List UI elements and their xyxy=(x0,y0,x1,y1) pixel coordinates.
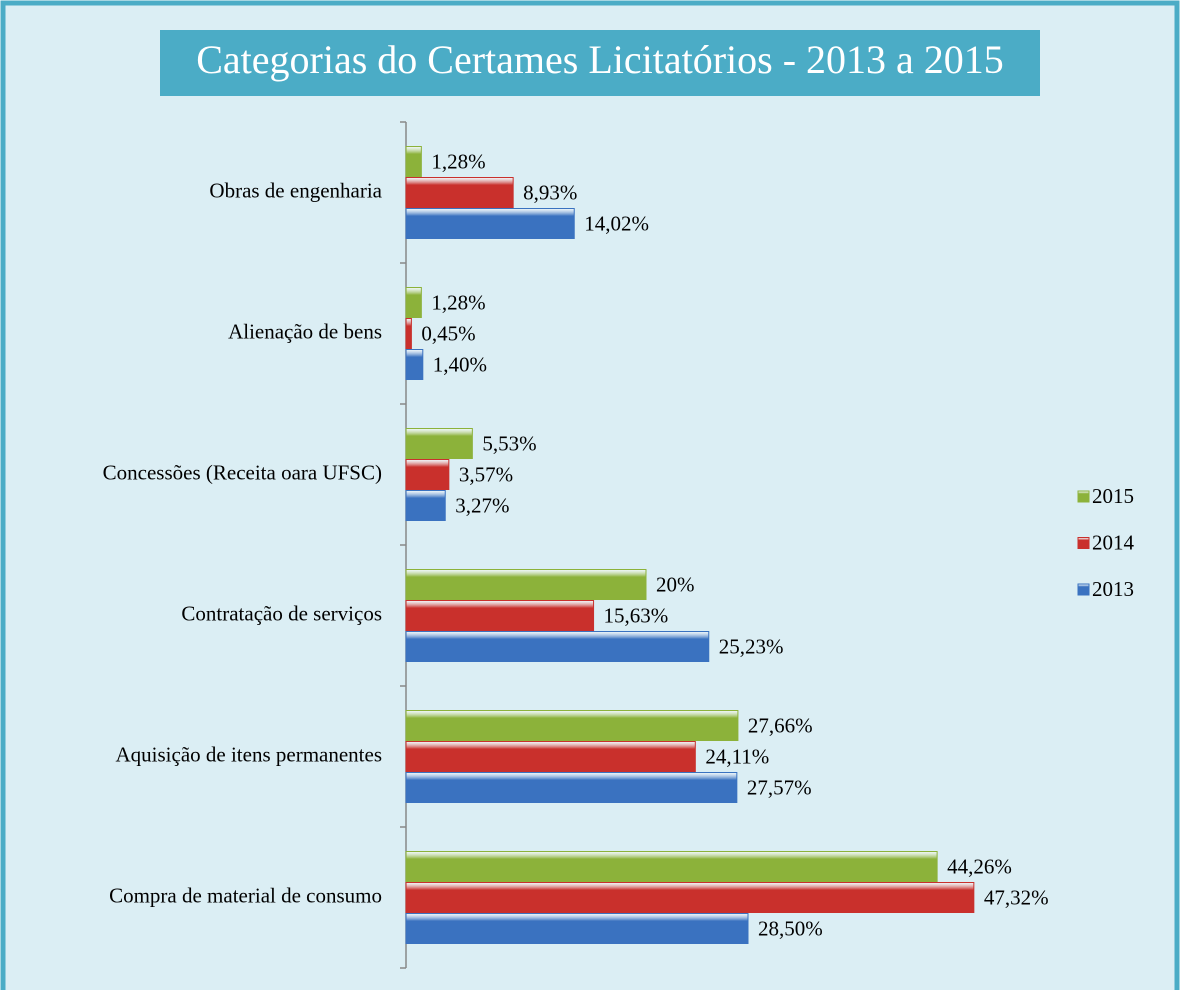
bar xyxy=(405,631,710,662)
data-label: 3,57% xyxy=(459,462,513,486)
y-tick-label: Alienação de bens xyxy=(228,319,382,343)
bar xyxy=(405,428,473,459)
y-tick-label: Compra de material de consumo xyxy=(109,883,382,907)
bar xyxy=(405,459,450,490)
chart-title: Categorias do Certames Licitatórios - 20… xyxy=(196,37,1004,82)
bar xyxy=(405,772,738,803)
data-label: 24,11% xyxy=(705,744,769,768)
bar xyxy=(405,710,739,741)
legend-swatch xyxy=(1077,537,1090,549)
data-label: 1,28% xyxy=(431,149,485,173)
data-label: 1,40% xyxy=(433,352,487,376)
bar xyxy=(405,318,412,349)
bar xyxy=(405,600,595,631)
y-tick-label: Contratação de serviços xyxy=(181,601,382,625)
y-tick-label: Aquisição de itens permanentes xyxy=(116,742,383,766)
legend-label: 2014 xyxy=(1092,530,1135,554)
bar xyxy=(405,146,422,177)
bar xyxy=(405,741,696,772)
bar xyxy=(405,851,938,882)
bar xyxy=(405,569,647,600)
bar xyxy=(405,177,514,208)
y-tick-label: Concessões (Receita oara UFSC) xyxy=(103,460,382,484)
bar xyxy=(405,287,422,318)
legend-label: 2013 xyxy=(1092,577,1134,601)
data-label: 3,27% xyxy=(455,493,509,517)
data-label: 25,23% xyxy=(719,634,784,658)
data-label: 8,93% xyxy=(523,180,577,204)
bar xyxy=(405,882,975,913)
data-label: 1,28% xyxy=(431,290,485,314)
data-label: 0,45% xyxy=(421,321,475,345)
data-label: 14,02% xyxy=(584,211,649,235)
title-box xyxy=(160,30,1040,96)
data-label: 20% xyxy=(656,572,695,596)
data-label: 28,50% xyxy=(758,916,823,940)
legend-label: 2015 xyxy=(1092,484,1134,508)
bar xyxy=(405,349,424,380)
data-label: 44,26% xyxy=(947,854,1012,878)
y-tick-label: Obras de engenharia xyxy=(209,178,382,202)
bar xyxy=(405,208,575,239)
data-label: 27,57% xyxy=(747,775,812,799)
bar xyxy=(405,913,749,944)
legend-swatch xyxy=(1077,490,1090,503)
data-label: 15,63% xyxy=(604,603,669,627)
legend-swatch xyxy=(1077,583,1090,596)
bar xyxy=(405,490,446,521)
data-label: 47,32% xyxy=(984,885,1049,909)
data-label: 27,66% xyxy=(748,713,813,737)
data-label: 5,53% xyxy=(482,431,536,455)
